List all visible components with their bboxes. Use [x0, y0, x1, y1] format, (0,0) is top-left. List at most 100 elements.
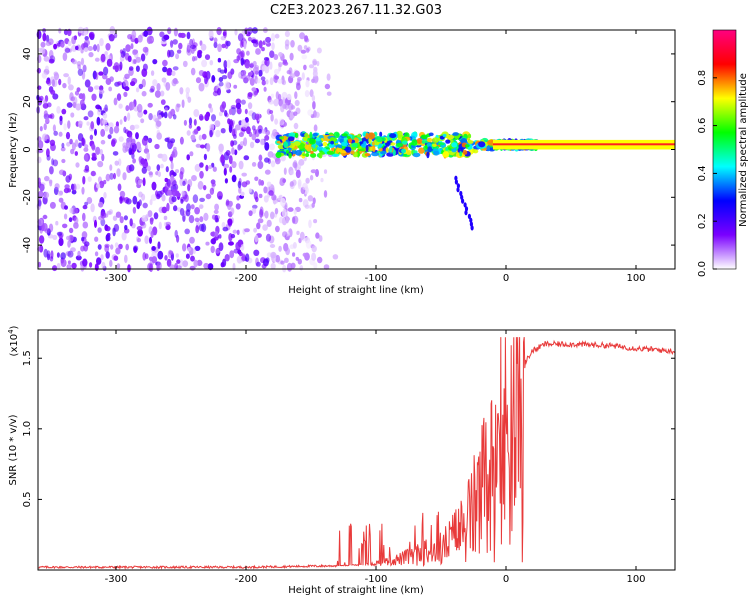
noise-mark — [135, 87, 140, 93]
noise-mark — [43, 55, 50, 62]
noise-mark — [261, 47, 265, 52]
noise-mark — [274, 207, 279, 215]
x-tick-label: 0 — [503, 574, 509, 585]
noise-mark — [105, 43, 111, 51]
noise-mark — [232, 229, 238, 234]
noise-mark — [148, 113, 153, 121]
noise-mark — [68, 217, 73, 223]
x-tick-label: -100 — [365, 273, 388, 284]
noise-mark — [106, 58, 113, 67]
noise-mark — [123, 79, 129, 89]
noise-mark — [289, 170, 295, 176]
noise-mark — [77, 64, 81, 70]
trace-mark — [464, 210, 468, 216]
noise-mark — [267, 158, 271, 165]
noise-mark — [151, 256, 158, 264]
noise-mark — [82, 221, 89, 229]
noise-mark — [75, 103, 82, 111]
noise-mark — [297, 182, 302, 190]
noise-mark — [236, 255, 243, 264]
signal-mark — [462, 150, 468, 155]
noise-mark — [94, 57, 100, 62]
noise-mark — [45, 118, 50, 123]
noise-mark — [123, 115, 127, 122]
noise-mark — [300, 49, 307, 54]
noise-mark — [186, 31, 191, 40]
noise-mark — [284, 30, 290, 38]
noise-mark — [38, 140, 44, 149]
signal-mark — [432, 137, 440, 143]
noise-mark — [200, 144, 205, 149]
noise-mark — [197, 180, 204, 190]
noise-mark — [75, 255, 82, 261]
noise-mark — [122, 48, 126, 57]
noise-mark — [126, 138, 131, 146]
noise-mark — [137, 237, 141, 243]
noise-mark — [146, 26, 153, 36]
noise-mark — [130, 43, 134, 50]
noise-mark — [68, 84, 74, 91]
noise-mark — [174, 169, 180, 174]
noise-mark — [238, 187, 242, 194]
noise-mark — [267, 151, 274, 158]
noise-mark — [247, 72, 253, 77]
noise-mark — [66, 235, 71, 241]
noise-mark — [190, 67, 196, 76]
noise-mark — [95, 72, 99, 80]
colorbar-tick-label: 0.0 — [697, 261, 708, 277]
noise-mark — [147, 102, 153, 108]
signal-mark — [364, 153, 371, 157]
noise-mark — [100, 254, 104, 261]
noise-mark — [247, 92, 253, 98]
noise-mark — [153, 212, 159, 220]
noise-mark — [96, 43, 100, 53]
noise-mark — [171, 70, 176, 77]
noise-mark — [240, 244, 245, 251]
noise-mark — [136, 201, 141, 210]
noise-mark — [221, 101, 227, 109]
signal-mark — [330, 140, 334, 145]
signal-mark — [452, 132, 459, 136]
noise-mark — [317, 256, 323, 264]
noise-mark — [89, 134, 94, 140]
noise-mark — [266, 219, 272, 227]
noise-mark — [121, 231, 127, 241]
noise-mark — [144, 235, 149, 244]
noise-mark — [117, 183, 122, 191]
noise-mark — [251, 162, 257, 167]
noise-mark — [208, 164, 212, 170]
noise-mark — [277, 93, 282, 102]
noise-mark — [281, 208, 287, 218]
noise-mark — [264, 135, 270, 141]
noise-mark — [38, 190, 44, 199]
noise-mark — [105, 78, 112, 85]
noise-mark — [235, 102, 242, 110]
noise-mark — [230, 207, 235, 215]
noise-mark — [218, 77, 224, 82]
noise-mark — [149, 199, 153, 206]
signal-mark — [396, 130, 403, 138]
noise-mark — [49, 55, 56, 63]
noise-mark — [94, 236, 99, 242]
signal-mark — [363, 141, 367, 145]
noise-mark — [104, 124, 109, 132]
noise-mark — [151, 181, 157, 191]
snr-plot-area — [38, 330, 675, 570]
noise-mark — [293, 111, 298, 116]
noise-mark — [204, 113, 210, 122]
noise-mark — [225, 150, 231, 156]
noise-mark — [172, 66, 179, 71]
trace-mark — [456, 187, 460, 193]
noise-mark — [224, 254, 230, 262]
noise-mark — [97, 160, 104, 168]
noise-mark — [39, 47, 46, 55]
noise-mark — [51, 79, 56, 87]
noise-mark — [194, 163, 201, 172]
signal-mark — [351, 142, 358, 149]
noise-mark — [114, 160, 119, 166]
noise-mark — [249, 77, 255, 86]
signal-mark — [438, 142, 445, 146]
noise-mark — [179, 171, 184, 180]
noise-mark — [298, 197, 303, 203]
signal-mark — [345, 146, 352, 153]
